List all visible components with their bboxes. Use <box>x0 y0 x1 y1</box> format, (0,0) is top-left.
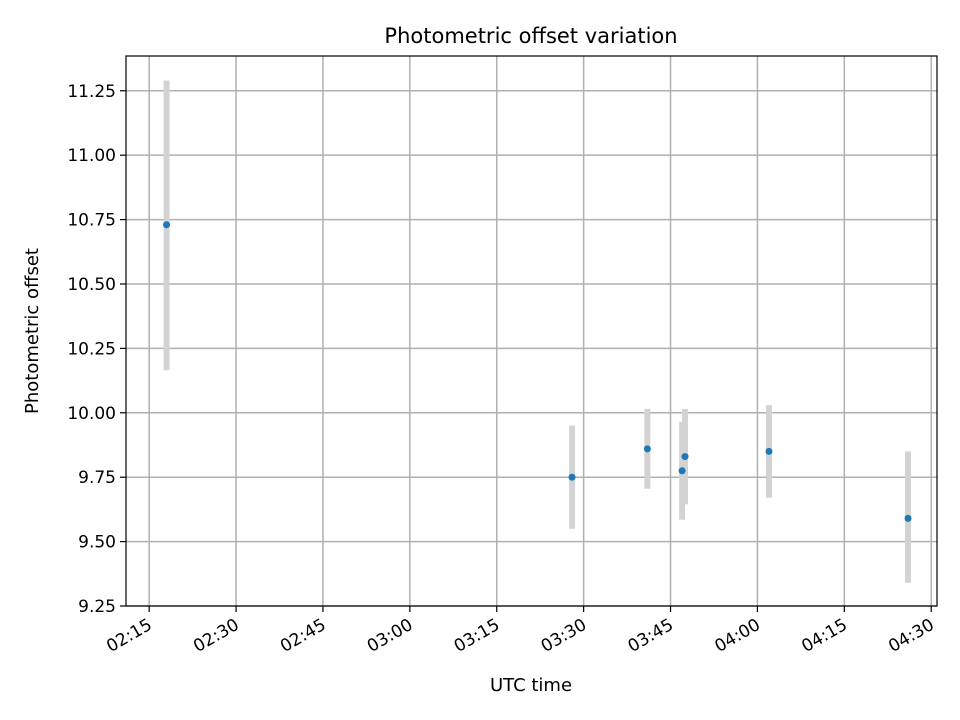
x-tick-label: 04:15 <box>798 615 850 657</box>
data-point <box>904 514 912 522</box>
x-tick-label: 04:00 <box>711 615 763 657</box>
grid <box>126 56 937 607</box>
x-tick-label: 03:00 <box>364 615 416 657</box>
data-point <box>765 447 773 455</box>
data-point <box>163 221 171 229</box>
y-tick-label: 9.25 <box>78 597 116 617</box>
y-tick-label: 10.00 <box>67 404 116 424</box>
y-tick-label: 10.25 <box>67 339 116 359</box>
y-tick-label: 9.50 <box>78 533 116 553</box>
x-tick-label: 04:30 <box>885 615 937 657</box>
data-point <box>681 453 689 461</box>
x-tick-label: 03:45 <box>625 615 677 657</box>
x-axis-ticks: 02:15 02:30 02:45 03:00 03:15 03:30 03:45 04:00… <box>103 606 938 657</box>
y-tick-label: 11.00 <box>67 146 116 166</box>
y-tick-label: 10.75 <box>67 211 116 231</box>
data-point <box>643 445 651 453</box>
y-tick-label: 11.25 <box>67 82 116 102</box>
y-axis-ticks: 9.25 9.50 9.75 10.00 10.25 10.50 10.75 11.00 11.… <box>67 82 126 617</box>
data-points <box>163 221 912 522</box>
x-tick-label: 02:15 <box>103 615 155 657</box>
chart-title: Photometric offset variation <box>384 24 677 48</box>
y-axis-label: Photometric offset <box>22 248 43 414</box>
y-tick-label: 9.75 <box>78 468 116 488</box>
x-tick-label: 03:30 <box>538 615 590 657</box>
x-tick-label: 03:15 <box>451 615 503 657</box>
data-point <box>678 467 686 475</box>
plot-frame <box>125 55 938 607</box>
y-tick-label: 10.50 <box>67 275 116 295</box>
x-tick-label: 02:45 <box>277 615 329 657</box>
data-point <box>568 473 576 481</box>
x-axis-label: UTC time <box>490 675 572 696</box>
x-tick-label: 02:30 <box>190 615 242 657</box>
